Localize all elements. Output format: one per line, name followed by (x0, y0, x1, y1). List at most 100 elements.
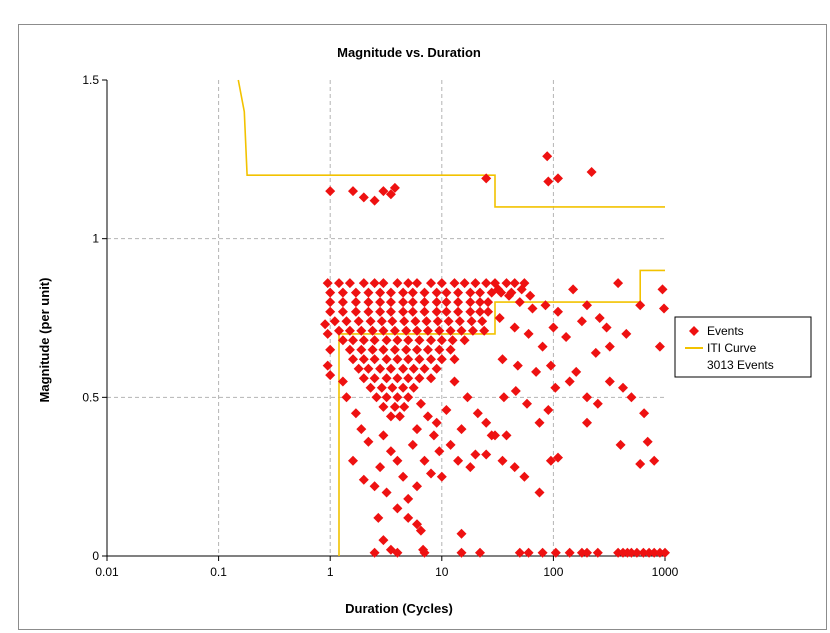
event-point (373, 512, 384, 523)
event-point (376, 316, 387, 327)
event-point (378, 344, 389, 355)
event-point (325, 370, 336, 381)
event-point (350, 306, 361, 317)
event-point (385, 189, 396, 200)
event-point (398, 363, 409, 374)
event-point (399, 401, 410, 412)
event-point (398, 382, 409, 393)
event-point (477, 316, 488, 327)
event-point (426, 354, 436, 365)
event-point (401, 325, 412, 336)
event-point (322, 278, 333, 289)
event-point (493, 284, 504, 295)
event-point (407, 306, 418, 317)
event-point (456, 547, 467, 558)
event-point (392, 354, 403, 365)
event-point (422, 325, 433, 336)
event-point (403, 335, 414, 346)
event-point (369, 547, 380, 558)
event-point (378, 325, 389, 336)
iti-curve-upper (237, 79, 665, 208)
event-point (337, 287, 348, 298)
event-point (447, 335, 458, 346)
event-point (453, 455, 464, 466)
events-layer (320, 151, 670, 558)
event-point (537, 341, 548, 352)
event-point (568, 284, 579, 295)
event-point (613, 278, 624, 289)
event-point (523, 328, 534, 339)
event-point (412, 325, 422, 336)
event-point (422, 411, 433, 422)
event-point (329, 316, 340, 327)
event-point (371, 392, 382, 403)
y-axis-title: Magnitude (per unit) (37, 278, 52, 403)
event-point (403, 493, 414, 504)
event-point (407, 439, 418, 450)
event-point (453, 306, 464, 317)
event-point (432, 316, 443, 327)
event-point (509, 322, 520, 333)
event-point (403, 373, 414, 384)
event-point (659, 303, 669, 314)
event-point (419, 287, 430, 298)
event-point (431, 306, 442, 317)
event-point (408, 363, 419, 374)
event-point (545, 455, 556, 466)
event-point (618, 382, 628, 393)
event-point (465, 306, 476, 317)
event-point (325, 186, 336, 197)
event-point (381, 392, 392, 403)
event-point (534, 487, 545, 498)
event-point (501, 278, 512, 289)
event-point (337, 376, 348, 387)
event-point (365, 316, 376, 327)
event-point (353, 363, 364, 374)
event-point (392, 278, 403, 289)
event-point (470, 278, 481, 289)
event-point (358, 278, 369, 289)
event-point (516, 284, 527, 295)
event-point (356, 424, 367, 435)
event-point (582, 300, 592, 311)
legend-events-marker (689, 326, 699, 336)
event-point (385, 446, 396, 457)
event-point (378, 186, 389, 197)
x-tick-label: 1000 (652, 565, 679, 579)
event-point (522, 398, 532, 409)
event-point (542, 151, 553, 162)
event-point (498, 392, 509, 403)
event-point (582, 547, 592, 558)
event-point (392, 503, 403, 514)
event-point (475, 306, 485, 317)
event-point (398, 297, 409, 308)
event-point (356, 344, 367, 355)
event-point (375, 297, 386, 308)
event-point (590, 347, 601, 358)
event-point (479, 325, 490, 336)
event-point (550, 382, 561, 393)
event-point (369, 354, 380, 365)
event-point (363, 287, 374, 298)
event-point (454, 316, 465, 327)
event-point (375, 287, 386, 298)
event-point (644, 547, 655, 558)
event-point (410, 316, 421, 327)
event-point (392, 455, 403, 466)
event-point (392, 373, 403, 384)
x-tick-label: 100 (543, 565, 563, 579)
event-point (392, 547, 403, 558)
event-point (403, 392, 414, 403)
event-point (385, 306, 396, 317)
event-point (621, 328, 632, 339)
event-point (449, 354, 460, 365)
event-point (320, 319, 331, 330)
event-point (548, 322, 559, 333)
event-point (419, 455, 430, 466)
event-point (378, 401, 389, 412)
event-point (601, 322, 612, 333)
event-point (387, 382, 398, 393)
event-point (654, 547, 665, 558)
event-point (381, 354, 392, 365)
event-point (453, 287, 464, 298)
